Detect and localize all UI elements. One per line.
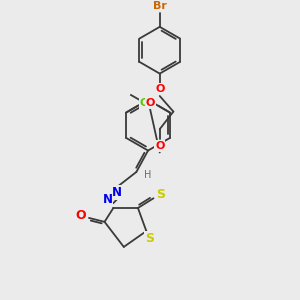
Text: N: N [103,193,112,206]
Text: O: O [155,141,164,151]
Text: N: N [112,186,122,199]
Text: H: H [144,170,152,180]
Text: S: S [145,232,154,245]
Text: Br: Br [153,2,167,11]
Text: S: S [156,188,165,201]
Text: O: O [155,84,164,94]
Text: O: O [146,98,155,108]
Text: O: O [76,209,86,223]
Text: Cl: Cl [140,98,152,108]
